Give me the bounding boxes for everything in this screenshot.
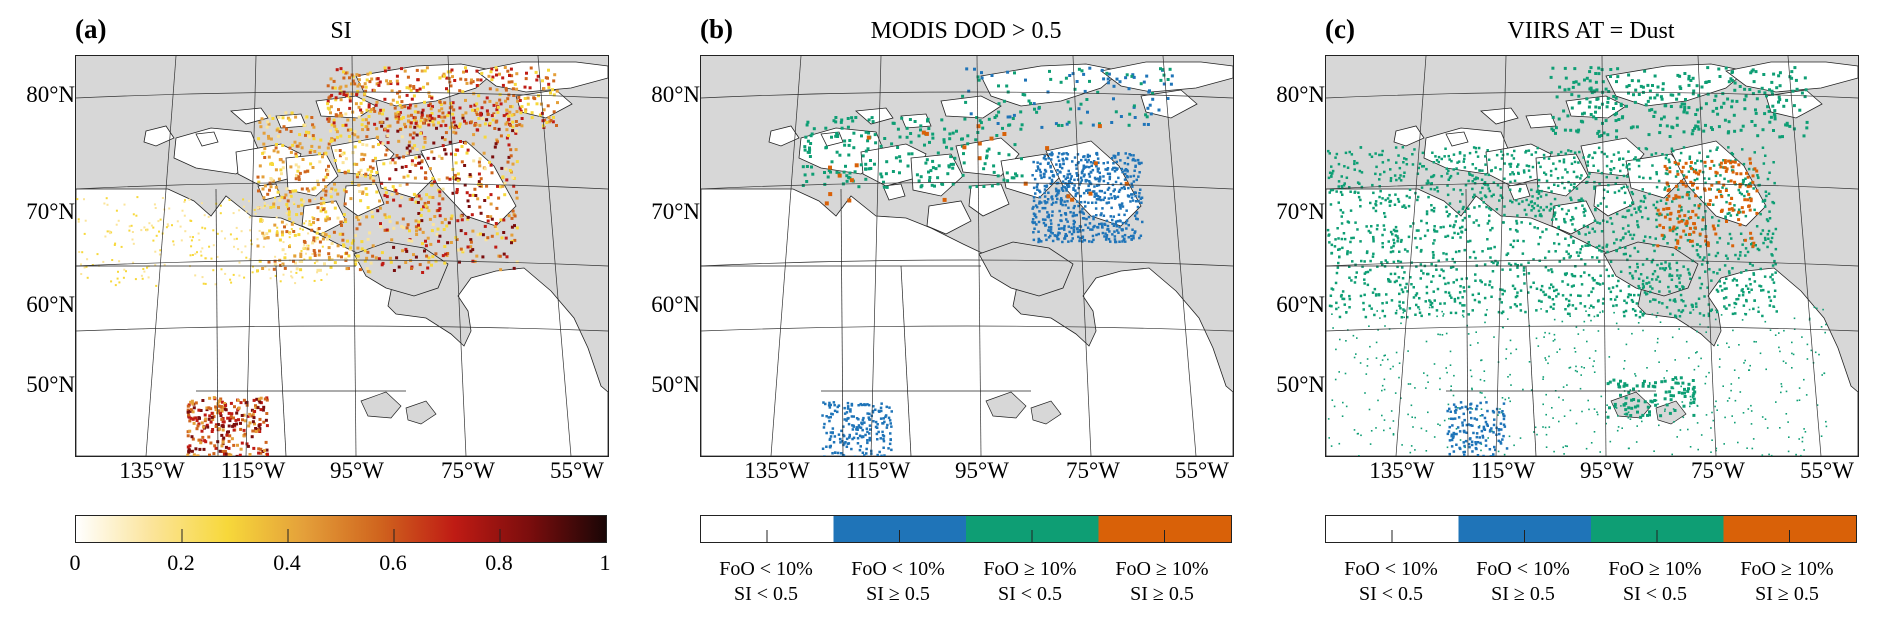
colorbar-tick: 0.2: [167, 550, 195, 575]
category-swatches: [1326, 516, 1856, 542]
panel-label: (c): [1325, 14, 1355, 44]
colorbar-gradient: [76, 516, 606, 542]
map-canvas: [76, 56, 608, 456]
lat-label: 60°N: [651, 292, 700, 317]
colorbar-tick: 0.8: [485, 550, 513, 575]
colorbar-tick: 1: [599, 550, 611, 575]
lon-label: 95°W: [1580, 458, 1634, 483]
lon-label: 75°W: [441, 458, 495, 483]
lon-label: 135°W: [744, 458, 810, 483]
category-label: FoO ≥ 10% SI ≥ 0.5: [1740, 558, 1834, 605]
lat-label: 70°N: [1276, 199, 1325, 224]
category-label: FoO ≥ 10% SI < 0.5: [983, 558, 1077, 605]
panel-title: SI: [330, 18, 352, 44]
lon-label: 115°W: [220, 458, 286, 483]
category-label: FoO < 10% SI < 0.5: [719, 558, 813, 605]
lat-label: 60°N: [26, 292, 75, 317]
map-frame: [700, 55, 1234, 457]
colorbar-tick: 0.6: [379, 550, 407, 575]
category-label: FoO < 10% SI < 0.5: [1344, 558, 1438, 605]
category-colorbar: [700, 515, 1232, 543]
panel-title: MODIS DOD > 0.5: [870, 18, 1062, 44]
lon-label: 75°W: [1691, 458, 1745, 483]
map-canvas: [701, 56, 1233, 456]
colorbar-tick: 0: [69, 550, 81, 575]
map-frame: [75, 55, 609, 457]
lon-label: 95°W: [955, 458, 1009, 483]
si-colorbar: [75, 515, 607, 543]
colorbar-tick: 0.4: [273, 550, 301, 575]
lon-label: 55°W: [550, 458, 604, 483]
lon-label: 55°W: [1800, 458, 1854, 483]
panel-label: (a): [75, 14, 107, 44]
lat-label: 70°N: [651, 199, 700, 224]
lon-label: 135°W: [1369, 458, 1435, 483]
lon-label: 55°W: [1175, 458, 1229, 483]
category-label: FoO ≥ 10% SI ≥ 0.5: [1115, 558, 1209, 605]
panel-title: VIIRS AT = Dust: [1507, 18, 1675, 44]
map-canvas: [1326, 56, 1858, 456]
category-colorbar: [1325, 515, 1857, 543]
lon-label: 115°W: [1470, 458, 1536, 483]
lon-label: 115°W: [845, 458, 911, 483]
lat-label: 70°N: [26, 199, 75, 224]
lat-label: 80°N: [651, 82, 700, 107]
category-label: FoO < 10% SI ≥ 0.5: [1476, 558, 1570, 605]
lat-label: 80°N: [1276, 82, 1325, 107]
lat-label: 60°N: [1276, 292, 1325, 317]
lon-label: 75°W: [1066, 458, 1120, 483]
panel-label: (b): [700, 14, 733, 44]
lat-label: 50°N: [26, 372, 75, 397]
panel-b: (b) MODIS DOD > 0.5 80°N 70°N 60°N 50°N …: [625, 0, 1245, 626]
map-frame: [1325, 55, 1859, 457]
panel-a: (a) SI 80°N 70°N 60°N 50°N 135°W 115°W 9…: [0, 0, 620, 626]
lat-label: 50°N: [651, 372, 700, 397]
category-swatches: [701, 516, 1231, 542]
category-label: FoO < 10% SI ≥ 0.5: [851, 558, 945, 605]
lon-label: 135°W: [119, 458, 185, 483]
lon-label: 95°W: [330, 458, 384, 483]
category-label: FoO ≥ 10% SI < 0.5: [1608, 558, 1702, 605]
lat-label: 50°N: [1276, 372, 1325, 397]
panel-c: (c) VIIRS AT = Dust 80°N 70°N 60°N 50°N …: [1250, 0, 1870, 626]
lat-label: 80°N: [26, 82, 75, 107]
